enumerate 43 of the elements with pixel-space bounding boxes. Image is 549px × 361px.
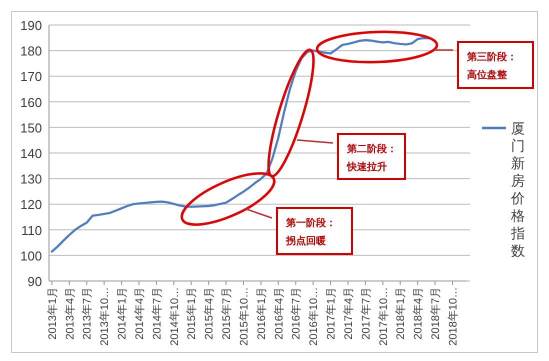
annotation: 拐点回暖 [285,235,326,247]
annotation: 第一阶段： [285,217,336,229]
x-tick-label: 2018年1月 [395,287,408,340]
x-tick-label: 2017年4月 [342,287,355,340]
x-tick-label: 2018年10… [447,287,460,346]
x-tick-label: 2016年7月 [290,287,303,340]
x-tick-label: 2014年10… [168,287,181,346]
annotation: 第三阶段： [466,51,517,63]
x-tick-label: 2014年1月 [116,287,129,340]
y-tick-label: 140 [20,146,42,161]
x-tick-label: 2017年1月 [326,287,338,340]
x-tick-label: 2013年1月 [46,287,59,340]
x-tick-label: 2013年10… [99,287,112,346]
annotation: 第二阶段： [346,143,397,155]
x-tick-label: 2014年4月 [134,287,146,340]
x-tick-label: 2013年4月 [64,287,76,340]
y-tick-label: 190 [20,18,42,33]
y-tick-label: 90 [28,274,42,289]
x-tick-label: 2016年1月 [256,287,268,340]
line-series [50,36,430,253]
x-tick-label: 2014年7月 [151,287,164,340]
x-tick-label: 2015年10… [238,287,250,346]
y-tick-label: 180 [20,44,42,59]
annotation: 快速拉升 [346,161,387,173]
x-tick-label: 2018年7月 [430,287,442,340]
x-tick-label: 2013年7月 [82,287,94,340]
x-tick-label: 2017年7月 [360,287,372,340]
y-tick-label: 160 [20,94,42,110]
y-tick-label: 100 [20,248,42,264]
x-tick-label: 2015年4月 [204,287,216,340]
legend-label: 厦门新房价格指数 [510,120,525,258]
x-tick-label: 2017年10… [378,287,390,346]
x-tick-label: 2015年7月 [221,287,234,340]
y-tick-label: 150 [20,120,42,136]
x-tick-label: 2015年1月 [186,287,198,340]
y-tick-label: 170 [20,69,42,84]
y-tick-label: 110 [21,222,42,238]
x-tick-label: 2016年4月 [273,287,286,340]
annotation: 高位盘整 [467,69,508,81]
x-tick-label: 2018年4月 [412,287,425,340]
y-tick-label: 120 [20,197,42,212]
y-tick-label: 130 [20,172,42,187]
x-tick-label: 2016年10… [308,287,320,346]
